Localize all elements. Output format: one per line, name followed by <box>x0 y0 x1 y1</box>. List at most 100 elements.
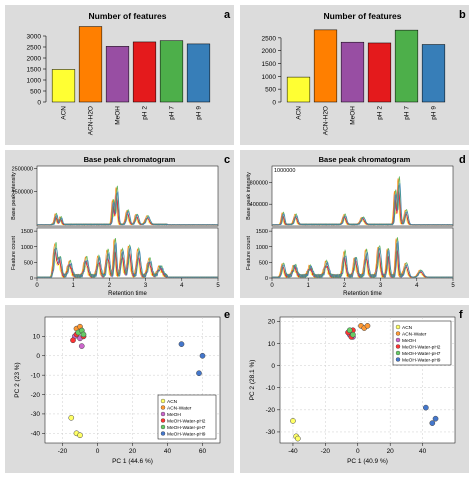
y-tick-label: 2000 <box>27 56 42 63</box>
chromatogram-c: Base peak chromatogram 1500000 2500000Base… <box>11 155 220 297</box>
x-tick-label: 0 <box>35 283 39 289</box>
y-tick-label: -30 <box>266 429 276 436</box>
y-tick-label: 0 <box>36 353 40 360</box>
y-tick-label: 2500 <box>27 45 42 52</box>
y-tick-label: 0 <box>265 276 268 282</box>
x-tick-label: 5 <box>216 283 220 289</box>
category-label: pH 7 <box>169 106 176 120</box>
data-point <box>364 322 371 329</box>
category-label: pH 2 <box>377 106 384 120</box>
plot-area <box>271 227 454 279</box>
x-tick-label: 0 <box>270 283 274 289</box>
y-tick-label: 500 <box>259 260 268 266</box>
legend: ACNACN-WaterMeOHMeOH-Water-pH2MeOH-Water… <box>392 320 452 366</box>
category-label: MeOH <box>350 106 357 125</box>
y-tick-label: -40 <box>31 431 41 438</box>
subplot-bottom: 0 500 1000 1500 Feature count <box>246 227 454 282</box>
panel-letter: d <box>459 154 466 166</box>
chart-title: Number of features <box>89 11 167 21</box>
y-tick-label: 0 <box>30 276 33 282</box>
category-label: MeOH <box>115 106 122 125</box>
data-point <box>432 415 439 422</box>
y-tick-label: 500 <box>30 89 41 96</box>
legend-marker <box>395 344 401 349</box>
legend-marker <box>395 357 401 362</box>
series-line <box>271 240 454 279</box>
chromatogram-d: Base peak chromatogram400000800000100000… <box>246 155 455 297</box>
x-tick-label: 0 <box>96 448 100 455</box>
legend-label: MeOH-Water-pH2 <box>402 344 441 350</box>
legend-marker <box>160 424 166 430</box>
y-axis-label: PC 2 (23 %) <box>14 362 21 397</box>
legend-label: ACN-Water <box>167 405 192 411</box>
panel-letter: f <box>459 309 463 321</box>
series-line <box>271 182 454 226</box>
x-tick-label: 1 <box>72 283 76 289</box>
legend-marker <box>160 398 166 404</box>
legend-marker <box>395 331 401 336</box>
legend-label: MeOH <box>167 412 181 418</box>
bar <box>132 41 157 103</box>
category-label: pH 9 <box>431 106 438 120</box>
data-point <box>346 327 353 334</box>
bar <box>105 46 130 103</box>
bar-chart-a: Number of features 0 500 1000 1500 2000 2500 30… <box>27 11 211 135</box>
y-tick-label: 0 <box>37 100 41 107</box>
panel-letter: a <box>224 9 231 21</box>
plot-area <box>271 165 454 227</box>
x-axis-label: PC 1 (44.6 %) <box>112 458 153 465</box>
x-tick-label: 4 <box>180 283 184 289</box>
category-label: ACN <box>296 106 303 120</box>
chart-title: Base peak chromatogram <box>84 155 176 164</box>
bar <box>159 40 184 103</box>
category-label: ACN <box>61 106 68 120</box>
category-label: ACN-H2O <box>88 106 95 135</box>
bar <box>51 69 76 103</box>
y-tick-label: 400000 <box>250 202 268 208</box>
y-tick-label: 1500 <box>27 67 42 74</box>
x-tick-label: 0 <box>356 448 360 455</box>
bar <box>421 44 446 103</box>
y-axis-label: Base peak intensity <box>246 172 252 220</box>
x-axis-label: PC 1 (40.9 %) <box>347 458 388 465</box>
y-tick-label: 800000 <box>250 180 268 186</box>
y-tick-label: -20 <box>31 392 41 399</box>
panel-letter: b <box>459 9 466 21</box>
y-tick-label: -20 <box>266 407 276 414</box>
y-tick-label: 1000000 <box>274 168 295 174</box>
y-tick-label: 2500000 <box>12 166 33 172</box>
bar <box>394 29 419 103</box>
category-label: pH 7 <box>404 106 411 120</box>
legend-label: MeOH-Water-pH2 <box>167 418 206 424</box>
bar <box>313 29 338 103</box>
bar <box>367 42 392 103</box>
subplot-top: 400000 800000 1000000 Base peak intensity <box>246 165 454 227</box>
data-point <box>196 370 202 377</box>
x-tick-label: 3 <box>144 283 148 289</box>
legend-marker <box>160 418 166 423</box>
y-axis-label: Feature count <box>11 236 17 270</box>
data-point <box>429 420 436 426</box>
x-tick-label: 2 <box>343 283 347 289</box>
chart-title: Number of features <box>324 11 402 21</box>
x-tick-label: 20 <box>387 448 395 455</box>
legend-label: MeOH-Water-pH9 <box>167 431 206 437</box>
x-tick-label: 2 <box>108 283 112 289</box>
bar <box>286 76 311 103</box>
data-point <box>350 331 356 338</box>
legend-box <box>392 320 452 366</box>
pca-scatter-f: -40 -20 0 20 40 -30 -20 -10 0 10 20 PC 1 (40.9 %) PC… <box>249 316 456 465</box>
bar <box>186 43 211 103</box>
x-axis-label: Retention time <box>108 291 147 297</box>
legend-label: MeOH-Water-pH9 <box>402 357 441 363</box>
y-tick-label: -10 <box>266 385 276 392</box>
category-label: ACN-H2O <box>323 106 330 135</box>
y-tick-label: 3000 <box>27 34 42 41</box>
panel-letter: e <box>224 309 230 321</box>
y-axis-label: Base peak intensity <box>11 172 17 220</box>
category-label: pH 2 <box>142 106 149 120</box>
category-label: pH 9 <box>196 106 203 120</box>
x-tick-label: 40 <box>419 448 427 455</box>
